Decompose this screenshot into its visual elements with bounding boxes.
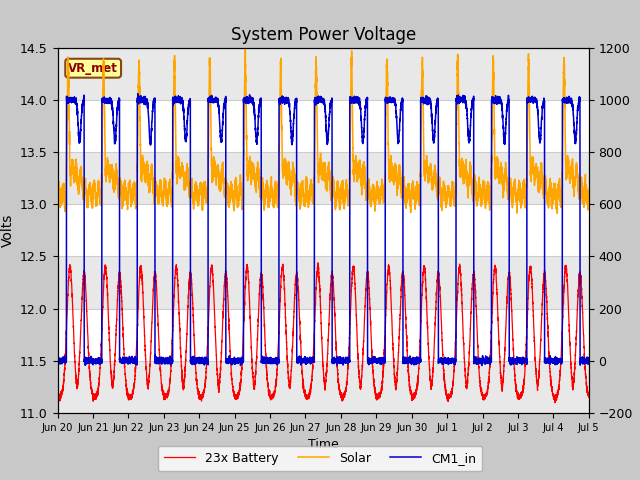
- CM1_in: [54, 359, 61, 365]
- Bar: [58, 48, 589, 100]
- Bar: [58, 152, 589, 204]
- Solar: [241, 43, 249, 49]
- CM1_in: [134, 91, 141, 96]
- Legend: 23x Battery, Solar, CM1_in: 23x Battery, Solar, CM1_in: [158, 446, 482, 471]
- Solar: [563, 171, 570, 177]
- Solar: [554, 210, 561, 216]
- CM1_in: [237, 363, 244, 369]
- 23x Battery: [551, 400, 559, 406]
- CM1_in: [556, 357, 564, 362]
- 23x Battery: [585, 395, 593, 400]
- 23x Battery: [563, 268, 570, 274]
- Text: VR_met: VR_met: [68, 62, 118, 75]
- 23x Battery: [556, 371, 564, 377]
- 23x Battery: [305, 394, 313, 400]
- 23x Battery: [54, 396, 61, 402]
- X-axis label: Time: Time: [308, 438, 339, 451]
- CM1_in: [234, 358, 242, 364]
- Solar: [585, 193, 593, 199]
- 23x Battery: [457, 276, 465, 282]
- Bar: [58, 256, 589, 309]
- Title: System Power Voltage: System Power Voltage: [230, 25, 416, 44]
- Y-axis label: Volts: Volts: [1, 214, 15, 247]
- Line: Solar: Solar: [58, 46, 589, 213]
- CM1_in: [563, 94, 570, 100]
- 23x Battery: [314, 260, 322, 266]
- Solar: [442, 195, 450, 201]
- Line: 23x Battery: 23x Battery: [58, 263, 589, 403]
- 23x Battery: [442, 389, 450, 395]
- Bar: [58, 360, 589, 413]
- Solar: [234, 197, 242, 203]
- CM1_in: [457, 98, 465, 104]
- Solar: [54, 199, 61, 204]
- CM1_in: [305, 358, 313, 363]
- Solar: [305, 198, 313, 204]
- CM1_in: [585, 360, 593, 365]
- CM1_in: [442, 358, 450, 364]
- 23x Battery: [234, 391, 242, 396]
- Solar: [457, 171, 465, 177]
- Solar: [556, 186, 564, 192]
- Line: CM1_in: CM1_in: [58, 94, 589, 366]
